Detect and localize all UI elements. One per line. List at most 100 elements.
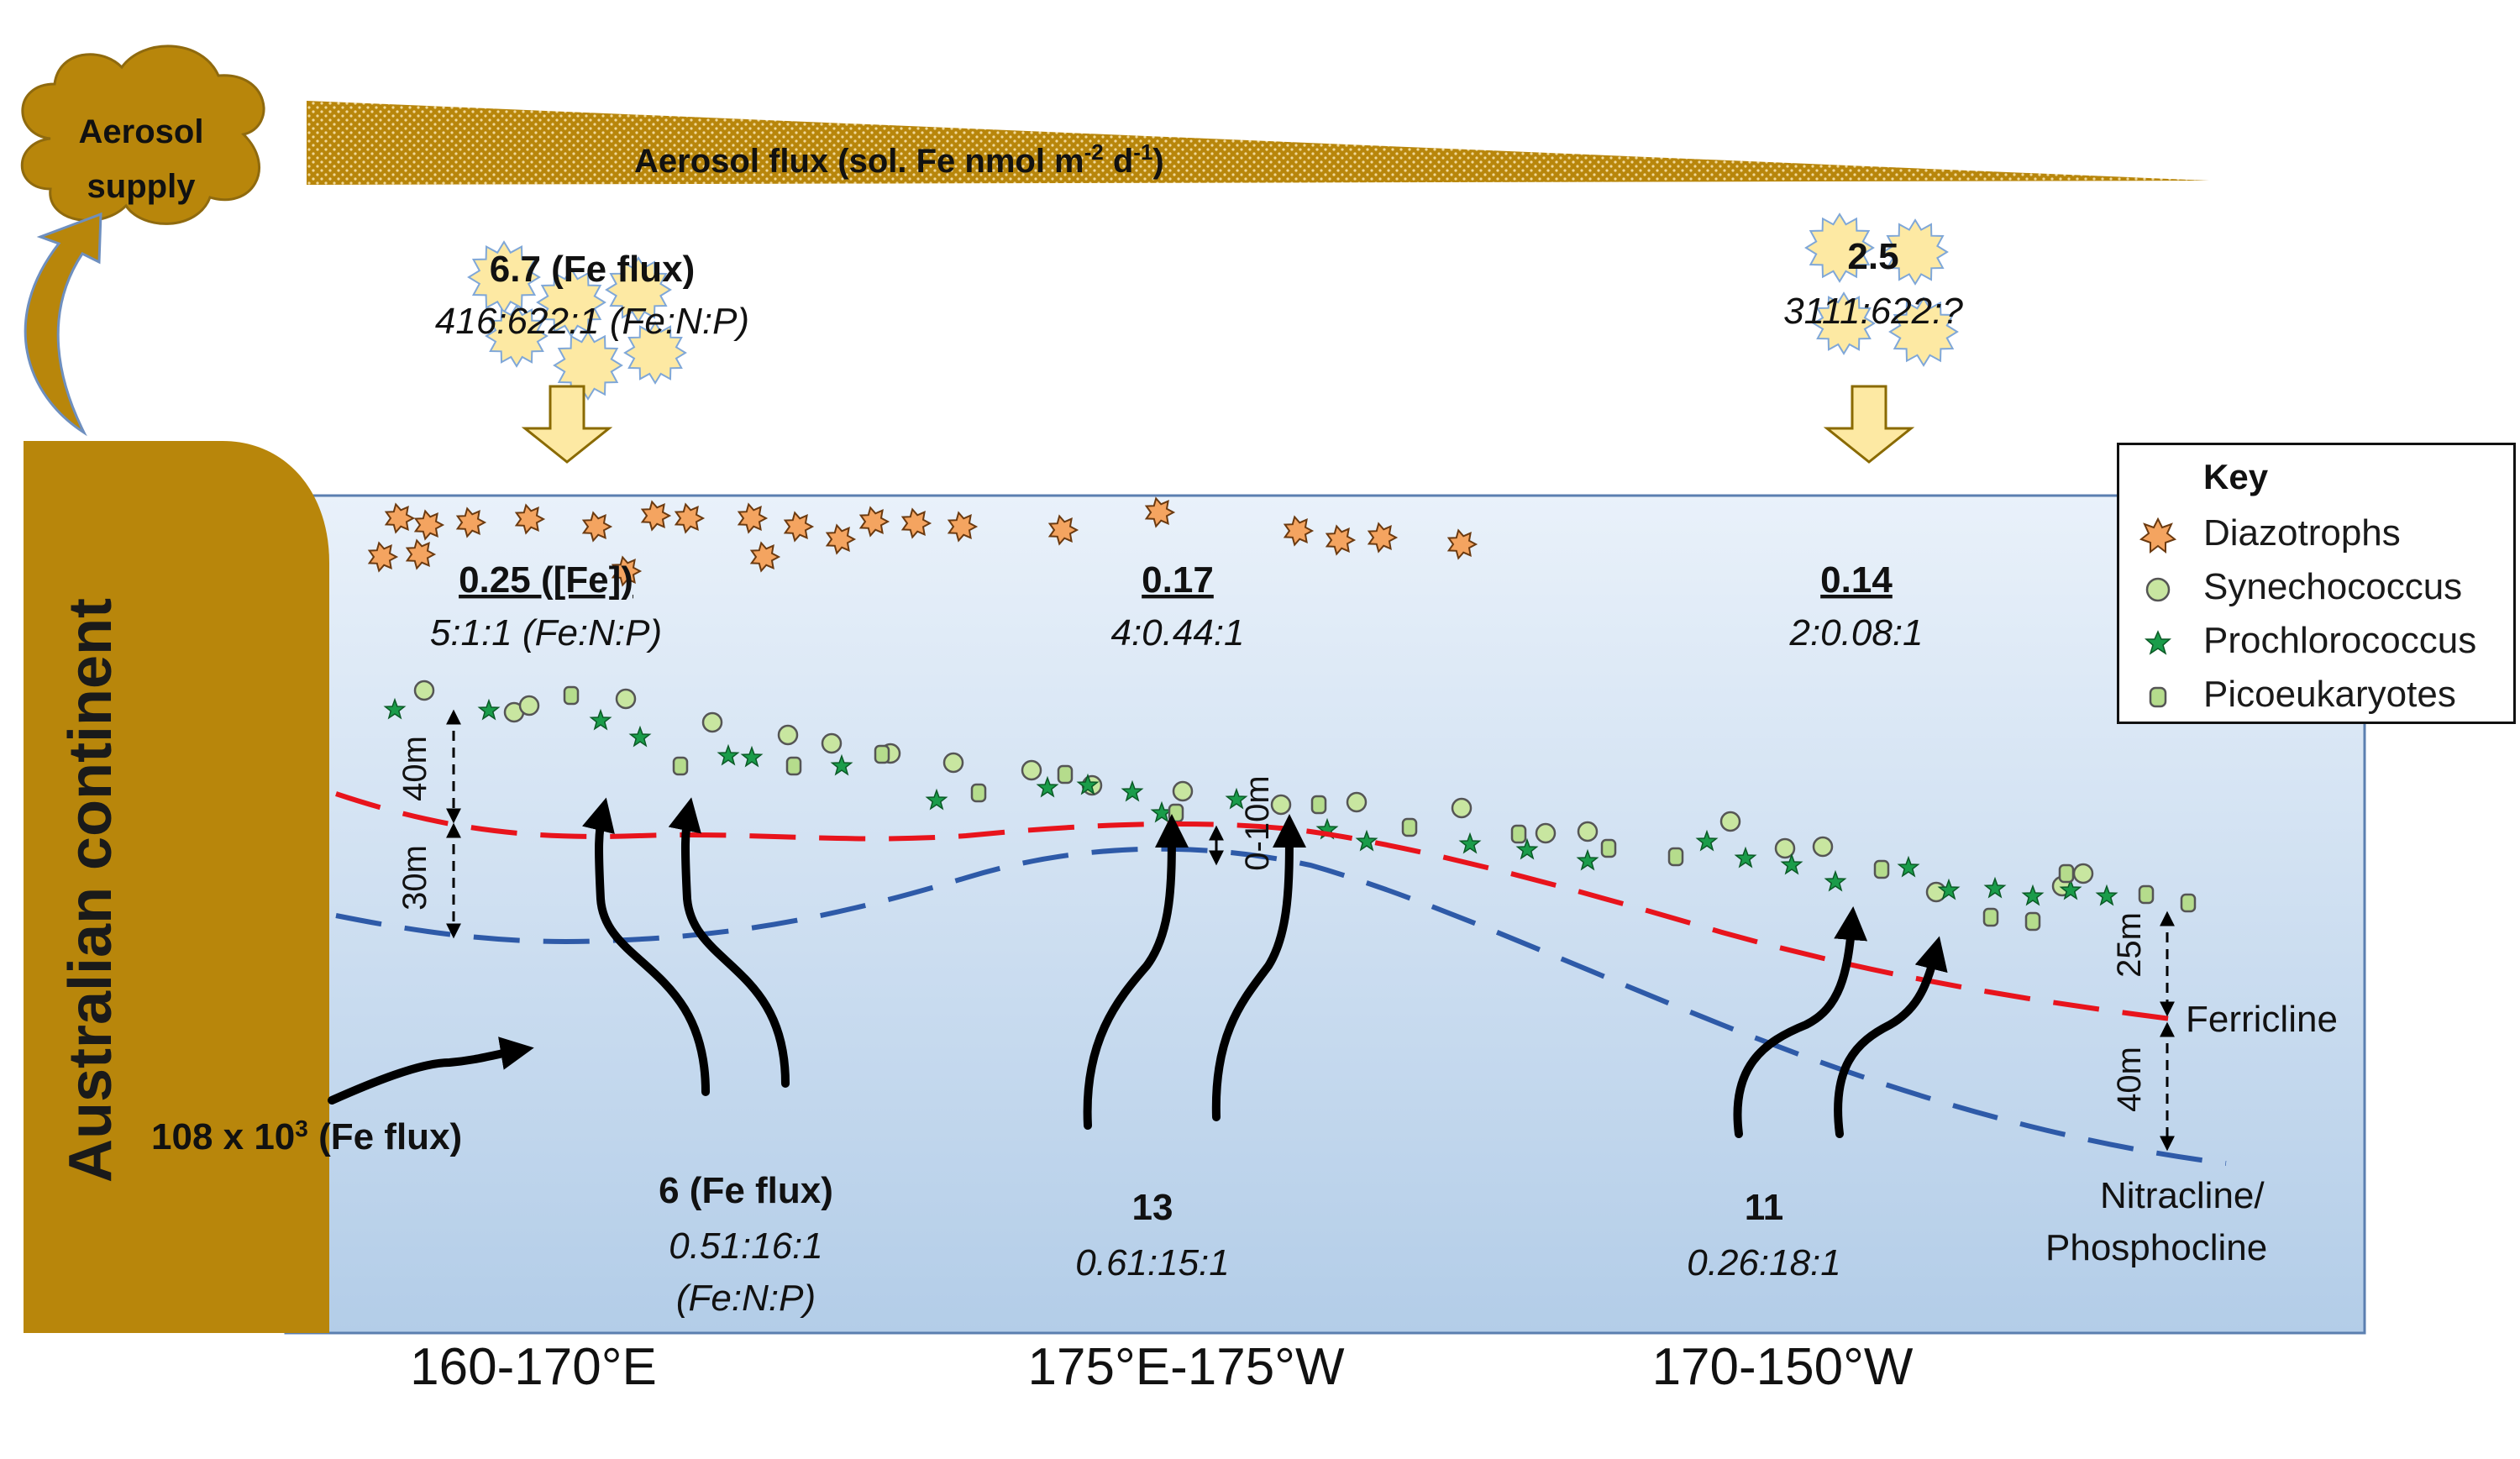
aerosol-supply-cloud	[20, 45, 265, 225]
deposition-arrow-east	[1823, 385, 1915, 464]
diazotroph-marker	[611, 555, 643, 587]
prochlorococcus-marker	[1695, 829, 1719, 852]
region-label-west: 160-170°E	[410, 1338, 657, 1396]
prochlorococcus-marker	[2021, 884, 2045, 906]
key-item-diazotrophs: Diazotrophs	[2119, 509, 2513, 559]
prochlorococcus-marker	[628, 725, 652, 748]
dust-particles-east	[1804, 213, 1959, 367]
upwelling-arrows	[328, 797, 1948, 1138]
east-input-ratio: 3111:622:?	[1783, 291, 1963, 332]
prochlorococcus-marker	[1515, 837, 1539, 860]
surface-ratio-east: 2:0.08:1	[1788, 612, 1923, 653]
prochlorococcus-marker	[1983, 876, 2007, 899]
picoeukaryote-marker	[1310, 795, 1327, 815]
aerosol-flux-label: Aerosol flux (sol. Fe nmol m-2 d-1)	[634, 139, 1164, 180]
key-label-synechococcus: Synechococcus	[2203, 566, 2463, 607]
picoeukaryote-marker	[2058, 863, 2075, 884]
dust-star	[623, 321, 687, 385]
prochlorococcus-marker	[1576, 848, 1599, 871]
aerosol-supply-arrow	[24, 212, 102, 437]
dust-particles-west	[467, 240, 687, 401]
diazotroph-icon	[2139, 517, 2177, 554]
ferricline-label: Ferricline	[2186, 999, 2338, 1040]
prochlorococcus-marker	[1937, 878, 1961, 900]
synechococcus-marker	[1270, 794, 1292, 816]
diazotroph-layer	[367, 496, 1478, 587]
aerosol-flux-wedge	[307, 101, 2209, 185]
upwelling-ratio-west: 0.51:16:1	[669, 1225, 823, 1267]
prochlorococcus-marker	[477, 698, 501, 721]
diazotroph-marker	[1047, 514, 1079, 546]
region-label-central: 175°E-175°W	[1028, 1338, 1345, 1396]
dust-star	[485, 304, 549, 368]
diazotroph-marker	[674, 502, 706, 534]
prochlorococcus-marker	[925, 788, 948, 811]
synechococcus-marker	[701, 711, 723, 733]
diazotroph-marker	[1144, 496, 1176, 528]
lateral-flux-label: 108 x 103 (Fe flux)	[151, 1115, 462, 1158]
picoeukaryote-marker	[1873, 859, 1890, 879]
diazotroph-marker	[405, 538, 437, 570]
surface-value-east: 0.14	[1820, 559, 1893, 601]
upwelling-ratio-central: 0.61:15:1	[1075, 1242, 1230, 1283]
west-input-value: 6.7 (Fe flux)	[490, 249, 696, 290]
nitracline-line	[335, 846, 2227, 1166]
region-label-east: 170-150°W	[1652, 1338, 1914, 1396]
synechococcus-marker	[942, 752, 964, 774]
australian-continent	[24, 441, 329, 1333]
prochlorococcus-icon	[2145, 630, 2171, 655]
picoeukaryote-marker	[2180, 893, 2197, 913]
depth-label-40m-east: 40m	[2111, 1047, 2148, 1112]
key-legend: Key Diazotrophs Synechococcus Prochloroc…	[2117, 443, 2516, 724]
synechococcus-icon	[2145, 577, 2171, 602]
synechococcus-marker	[1577, 821, 1599, 842]
picoeukaryote-marker	[1510, 824, 1527, 844]
diazotroph-marker	[367, 541, 399, 573]
diazotroph-marker	[900, 507, 932, 539]
picoeukaryote-marker	[2138, 884, 2155, 905]
diazotroph-marker	[384, 502, 416, 534]
synechococcus-marker	[1451, 797, 1473, 819]
picoeukaryote-marker	[672, 756, 689, 776]
deposition-arrow-west	[521, 385, 613, 464]
dust-star	[1812, 291, 1876, 355]
picoeukaryote-marker	[1982, 907, 1999, 927]
diazotroph-marker	[749, 541, 781, 573]
west-input-ratio: 416:622:1 (Fe:N:P)	[435, 301, 749, 342]
synechococcus-marker	[1021, 759, 1042, 781]
prochlorococcus-marker	[1076, 773, 1100, 795]
synechococcus-marker	[1535, 822, 1557, 844]
synechococcus-marker	[777, 724, 799, 746]
prochlorococcus-marker	[1824, 869, 1847, 892]
ocean-box	[284, 494, 2366, 1335]
ferricline-line	[335, 791, 2185, 1023]
picoplankton-layer	[383, 680, 2197, 932]
synechococcus-marker	[1812, 836, 1834, 858]
prochlorococcus-marker	[2095, 884, 2118, 906]
key-label-diazotrophs: Diazotrophs	[2203, 512, 2401, 554]
prochlorococcus-marker	[2059, 878, 2082, 900]
continent-label: Australian continent	[57, 598, 124, 1183]
upwelling-value-central: 13	[1132, 1187, 1173, 1228]
surface-value-central: 0.17	[1142, 559, 1214, 601]
synechococcus-marker	[2072, 863, 2094, 884]
prochlorococcus-marker	[1225, 787, 1248, 810]
synechococcus-marker	[413, 680, 435, 701]
depth-label-30m: 30m	[396, 845, 433, 911]
picoeukaryote-marker	[1168, 803, 1184, 823]
upwelling-value-west: 6 (Fe flux)	[659, 1170, 833, 1211]
diazotroph-marker	[413, 509, 445, 541]
diazotroph-marker	[455, 506, 487, 538]
picoeukaryote-marker	[1667, 847, 1684, 867]
synechococcus-marker	[615, 688, 637, 710]
key-item-synechococcus: Synechococcus	[2119, 563, 2513, 613]
diazotroph-marker	[737, 502, 769, 534]
upwelling-ratio-east: 0.26:18:1	[1687, 1242, 1841, 1283]
depth-markers	[446, 709, 2175, 1152]
diazotroph-marker	[1446, 528, 1478, 560]
diazotroph-marker	[1283, 515, 1315, 547]
dust-star	[467, 240, 541, 314]
synechococcus-marker	[1346, 791, 1368, 813]
prochlorococcus-marker	[1458, 832, 1482, 854]
